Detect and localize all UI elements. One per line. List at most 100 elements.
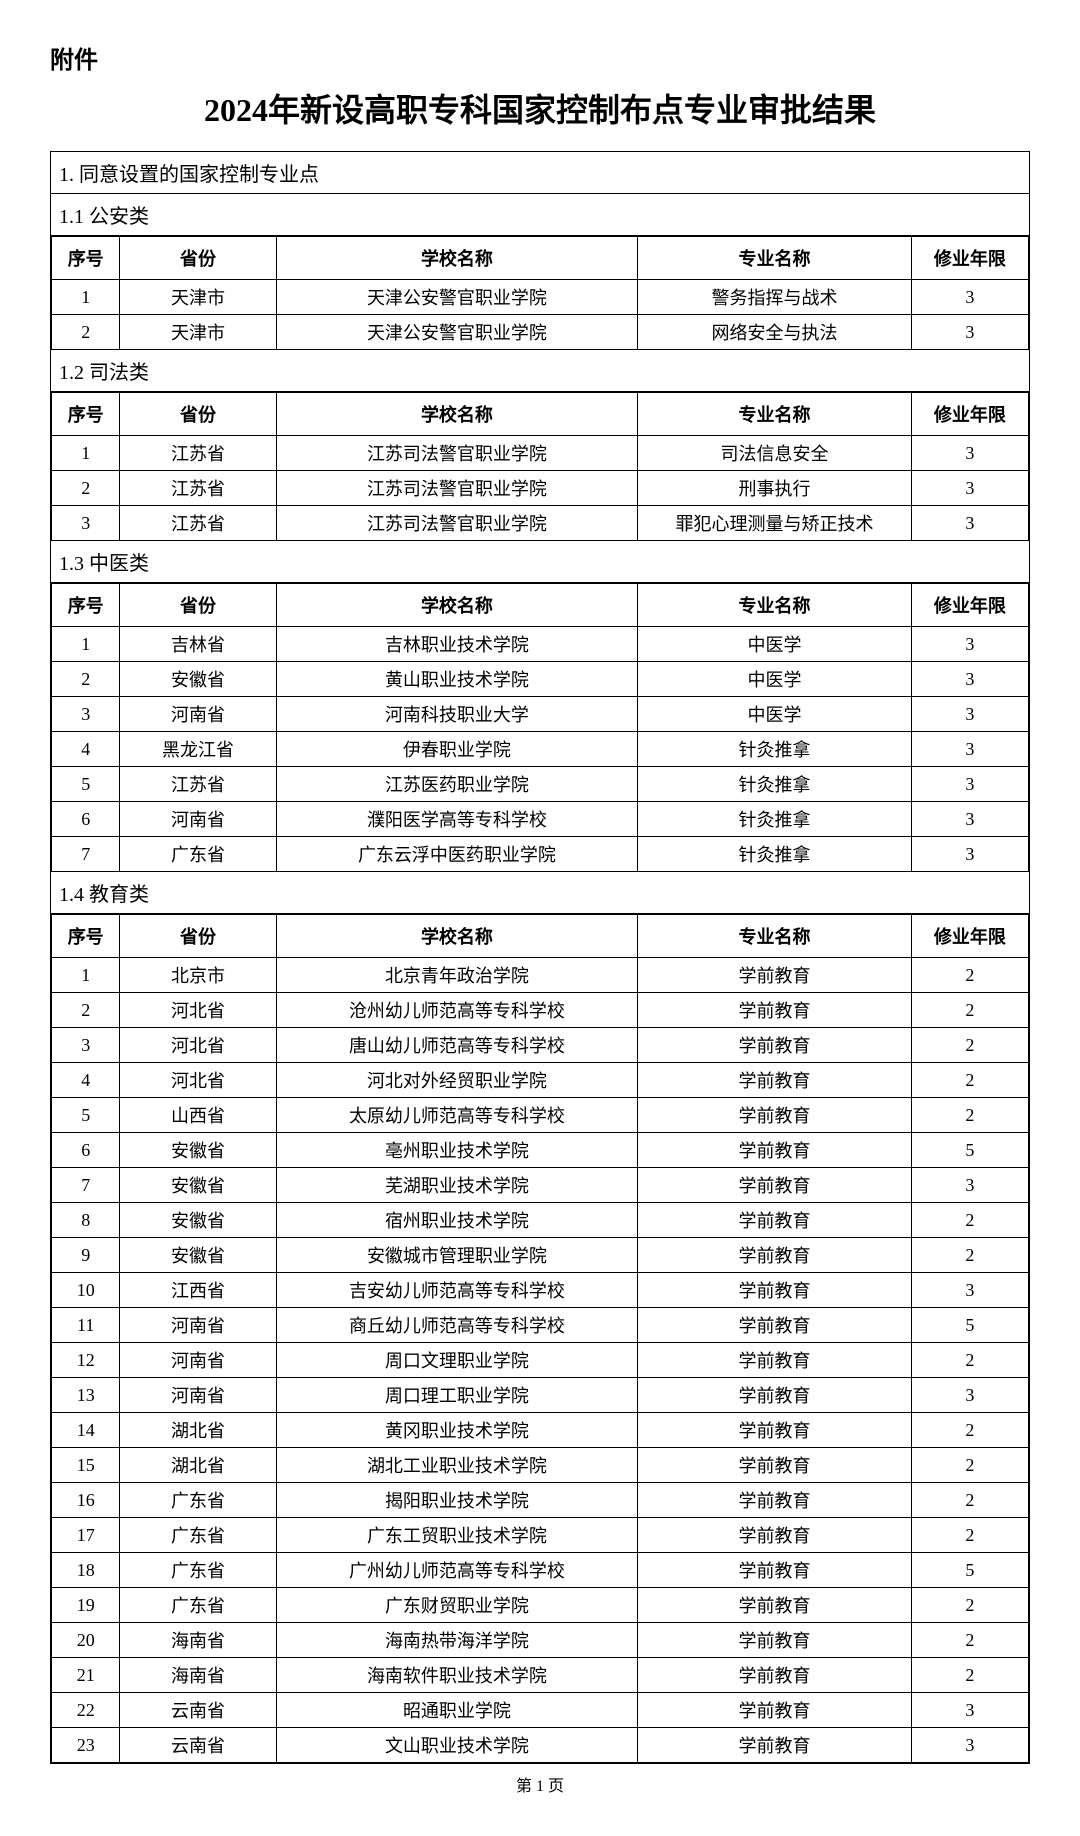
cell-major: 罪犯心理测量与矫正技术 [638,506,912,541]
cell-prov: 江苏省 [120,436,276,471]
cell-major: 学前教育 [638,1343,912,1378]
cell-years: 3 [911,837,1028,872]
cell-school: 黄冈职业技术学院 [276,1413,638,1448]
table-row: 1吉林省吉林职业技术学院中医学3 [52,627,1029,662]
cell-years: 3 [911,471,1028,506]
col-major: 专业名称 [638,915,912,958]
cell-idx: 10 [52,1273,120,1308]
cell-idx: 20 [52,1623,120,1658]
cell-major: 针灸推拿 [638,837,912,872]
col-years: 修业年限 [911,237,1028,280]
cell-years: 3 [911,280,1028,315]
col-major: 专业名称 [638,584,912,627]
cell-years: 2 [911,1448,1028,1483]
col-school: 学校名称 [276,915,638,958]
table-row: 5江苏省江苏医药职业学院针灸推拿3 [52,767,1029,802]
cell-years: 3 [911,732,1028,767]
col-school: 学校名称 [276,237,638,280]
cell-years: 2 [911,993,1028,1028]
cell-years: 3 [911,697,1028,732]
cell-prov: 云南省 [120,1728,276,1763]
table-11: 序号 省份 学校名称 专业名称 修业年限 1天津市天津公安警官职业学院警务指挥与… [51,236,1029,350]
table-head-row: 序号 省份 学校名称 专业名称 修业年限 [52,915,1029,958]
cell-prov: 海南省 [120,1658,276,1693]
cell-major: 学前教育 [638,1203,912,1238]
cell-prov: 黑龙江省 [120,732,276,767]
table-row: 6河南省濮阳医学高等专科学校针灸推拿3 [52,802,1029,837]
cell-school: 亳州职业技术学院 [276,1133,638,1168]
page-title: 2024年新设高职专科国家控制布点专业审批结果 [50,85,1030,131]
cell-idx: 1 [52,627,120,662]
table-row: 2河北省沧州幼儿师范高等专科学校学前教育2 [52,993,1029,1028]
cell-prov: 广东省 [120,1553,276,1588]
cell-idx: 21 [52,1658,120,1693]
cell-prov: 海南省 [120,1623,276,1658]
cell-school: 江苏医药职业学院 [276,767,638,802]
table-row: 11河南省商丘幼儿师范高等专科学校学前教育5 [52,1308,1029,1343]
table-row: 7广东省广东云浮中医药职业学院针灸推拿3 [52,837,1029,872]
cell-major: 学前教育 [638,1623,912,1658]
table-row: 2安徽省黄山职业技术学院中医学3 [52,662,1029,697]
col-years: 修业年限 [911,915,1028,958]
table-row: 20海南省海南热带海洋学院学前教育2 [52,1623,1029,1658]
cell-school: 太原幼儿师范高等专科学校 [276,1098,638,1133]
cell-prov: 河北省 [120,993,276,1028]
cell-major: 网络安全与执法 [638,315,912,350]
cell-idx: 15 [52,1448,120,1483]
cell-years: 5 [911,1553,1028,1588]
cell-idx: 3 [52,1028,120,1063]
cell-prov: 北京市 [120,958,276,993]
col-years: 修业年限 [911,584,1028,627]
cell-years: 3 [911,767,1028,802]
cell-idx: 19 [52,1588,120,1623]
cell-years: 3 [911,662,1028,697]
cell-years: 2 [911,1343,1028,1378]
table-row: 1天津市天津公安警官职业学院警务指挥与战术3 [52,280,1029,315]
subsection-13-header: 1.3 中医类 [51,541,1029,583]
table-row: 4黑龙江省伊春职业学院针灸推拿3 [52,732,1029,767]
cell-idx: 13 [52,1378,120,1413]
table-row: 1江苏省江苏司法警官职业学院司法信息安全3 [52,436,1029,471]
cell-prov: 安徽省 [120,1168,276,1203]
table-row: 15湖北省湖北工业职业技术学院学前教育2 [52,1448,1029,1483]
cell-years: 3 [911,802,1028,837]
cell-prov: 江苏省 [120,767,276,802]
cell-years: 2 [911,1623,1028,1658]
cell-prov: 河南省 [120,1308,276,1343]
col-prov: 省份 [120,915,276,958]
table-12: 序号 省份 学校名称 专业名称 修业年限 1江苏省江苏司法警官职业学院司法信息安… [51,392,1029,541]
cell-major: 学前教育 [638,1098,912,1133]
cell-major: 司法信息安全 [638,436,912,471]
table-row: 8安徽省宿州职业技术学院学前教育2 [52,1203,1029,1238]
cell-prov: 湖北省 [120,1413,276,1448]
cell-prov: 云南省 [120,1693,276,1728]
cell-idx: 22 [52,1693,120,1728]
cell-major: 针灸推拿 [638,802,912,837]
cell-school: 周口文理职业学院 [276,1343,638,1378]
table-row: 9安徽省安徽城市管理职业学院学前教育2 [52,1238,1029,1273]
table-row: 4河北省河北对外经贸职业学院学前教育2 [52,1063,1029,1098]
cell-prov: 吉林省 [120,627,276,662]
table-row: 19广东省广东财贸职业学院学前教育2 [52,1588,1029,1623]
cell-school: 黄山职业技术学院 [276,662,638,697]
cell-idx: 1 [52,436,120,471]
cell-prov: 广东省 [120,837,276,872]
cell-school: 沧州幼儿师范高等专科学校 [276,993,638,1028]
cell-idx: 9 [52,1238,120,1273]
cell-idx: 2 [52,471,120,506]
cell-prov: 河南省 [120,1378,276,1413]
table-row: 3河南省河南科技职业大学中医学3 [52,697,1029,732]
col-school: 学校名称 [276,393,638,436]
cell-school: 河北对外经贸职业学院 [276,1063,638,1098]
attachment-label: 附件 [50,40,1030,75]
cell-major: 针灸推拿 [638,732,912,767]
cell-school: 海南热带海洋学院 [276,1623,638,1658]
table-14-body: 1北京市北京青年政治学院学前教育22河北省沧州幼儿师范高等专科学校学前教育23河… [52,958,1029,1763]
cell-major: 针灸推拿 [638,767,912,802]
cell-major: 学前教育 [638,1448,912,1483]
table-row: 12河南省周口文理职业学院学前教育2 [52,1343,1029,1378]
table-row: 5山西省太原幼儿师范高等专科学校学前教育2 [52,1098,1029,1133]
cell-major: 学前教育 [638,1238,912,1273]
cell-major: 学前教育 [638,1063,912,1098]
cell-major: 中医学 [638,662,912,697]
